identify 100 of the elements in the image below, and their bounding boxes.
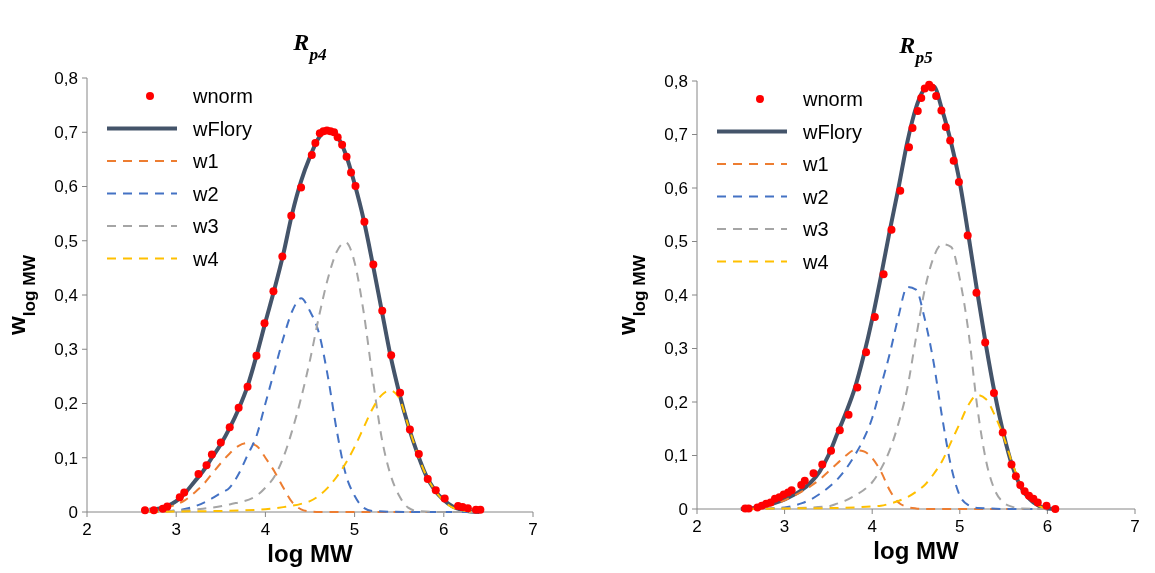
point [287,211,296,220]
point [1011,472,1020,481]
point [800,476,809,485]
point [1016,480,1025,489]
point [853,383,862,392]
point [954,178,963,187]
x-tick-label: 2 [692,517,702,536]
point [252,351,261,360]
point [827,446,836,455]
y-tick-label: 0,6 [54,177,78,197]
y-tick-label: 0,2 [54,394,78,414]
point [216,438,225,447]
x-tick-label: 6 [439,520,449,539]
y-tick-label: 0,5 [664,232,688,252]
point [342,152,351,161]
point [180,488,189,497]
point [431,486,440,495]
point [307,151,316,160]
point [1051,505,1060,513]
point [440,494,449,503]
legend-label: wnorm [802,88,864,110]
legend-label: wnorm [192,85,254,107]
x-tick-label: 4 [260,520,271,539]
y-tick-label: 0,1 [664,446,688,466]
y-tick-label: 0,3 [54,340,78,360]
point [879,270,888,279]
legend-label: w4 [192,247,219,270]
y-tick-label: 0,7 [664,125,688,145]
point [396,388,405,397]
point [333,133,342,142]
point [351,181,360,190]
chart-title: R$_{p5}$ [898,32,934,67]
x-axis-title: log MW [267,540,353,567]
point [347,168,356,177]
point [818,460,827,469]
point [1042,501,1051,510]
point [278,252,287,261]
y-tick-label: 0,1 [54,448,78,468]
point [297,183,306,192]
point [904,143,913,152]
point [972,288,981,297]
point [946,136,955,145]
point [835,426,844,435]
y-tick-label: 0,5 [54,231,78,251]
point [932,91,941,100]
x-axis-title: log MW [873,537,959,564]
point [202,461,211,470]
x-tick-label: 7 [1130,517,1140,536]
legend-label: wFlory [192,117,252,140]
point [369,260,378,269]
x-tick-label: 3 [171,520,181,539]
point [463,504,472,513]
point [149,506,158,515]
point [405,425,414,434]
point [387,351,396,360]
x-tick-label: 2 [82,520,92,539]
chart-title: R$_{p4}$ [292,29,328,64]
point [338,140,347,149]
point [870,312,879,321]
y-tick-label: 0 [678,499,688,519]
point [862,348,871,357]
point [378,306,387,315]
y-tick-label: 0,4 [54,285,78,305]
point [998,428,1007,437]
point [140,506,149,515]
x-tick-label: 3 [779,517,790,536]
y-tick-label: 0,7 [54,123,78,143]
x-tick-label: 4 [867,517,877,536]
x-tick-label: 5 [349,520,360,539]
point [809,469,818,478]
y-tick-label: 0,6 [664,178,688,198]
point [311,139,320,148]
x-tick-label: 7 [528,520,538,539]
point [194,470,203,479]
legend-label: w1 [192,150,219,172]
point [260,319,269,328]
x-tick-label: 6 [1042,517,1053,536]
y-tick-label: 0,2 [664,392,688,412]
y-tick-label: 0,8 [664,71,688,91]
point [1007,460,1016,469]
point [207,450,216,459]
legend-label: w4 [802,250,829,273]
point [981,338,990,347]
legend-label: wFlory [802,120,862,143]
y-tick-label: 0,3 [664,339,688,359]
point [949,156,958,165]
y-tick-label: 0 [68,502,78,522]
point [937,106,946,115]
point [163,502,172,511]
legend-label: w3 [192,215,219,237]
legend-label: w3 [802,218,829,240]
point [963,231,972,240]
point [243,382,252,391]
y-tick-label: 0,8 [54,68,78,88]
point [941,123,950,132]
point [908,124,917,133]
point [913,106,922,115]
point [414,449,423,458]
point [1033,498,1042,507]
point [234,403,243,412]
